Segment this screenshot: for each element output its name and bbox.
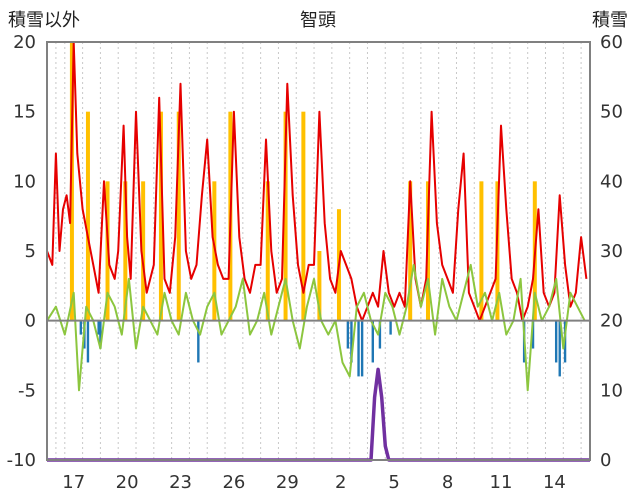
- sunshine-bar: [265, 181, 270, 321]
- right-axis-label: 積雪: [592, 10, 628, 31]
- left-tick-label: 0: [25, 311, 36, 332]
- precip-bar: [558, 320, 561, 377]
- sunshine-bar: [123, 181, 128, 321]
- precip-bar: [371, 320, 374, 363]
- precip-bar: [378, 320, 382, 349]
- precip-bar: [79, 320, 83, 335]
- x-tick-label: 26: [222, 472, 245, 493]
- right-tick-label: 50: [600, 102, 623, 123]
- right-tick-label: 40: [600, 171, 623, 192]
- max-temp-line: [46, 41, 588, 322]
- precip-bar: [99, 320, 102, 349]
- precip-bar: [360, 320, 364, 377]
- x-tick-label: 23: [169, 472, 192, 493]
- left-tick-label: 10: [13, 171, 36, 192]
- x-tick-label: 20: [116, 472, 139, 493]
- precip-bar: [350, 320, 353, 363]
- right-tick-label: 10: [600, 380, 623, 401]
- precip-bar: [389, 320, 392, 335]
- precip-bar: [86, 320, 90, 363]
- chart-title: 智頭: [300, 10, 336, 31]
- x-tick-label: 29: [276, 472, 299, 493]
- x-tick-label: 14: [543, 472, 566, 493]
- sunshine-bar: [479, 181, 484, 321]
- precip-bar: [554, 320, 558, 363]
- sunshine-bar: [301, 111, 306, 321]
- left-tick-label: -5: [18, 380, 36, 401]
- precip-bar: [346, 320, 350, 349]
- x-tick-label: 8: [442, 472, 453, 493]
- plot-frame: [46, 41, 591, 461]
- sunshine-bar: [158, 111, 163, 321]
- x-tick-label: 2: [335, 472, 346, 493]
- sunshine-bar: [408, 181, 413, 321]
- precip-bar: [197, 320, 200, 363]
- right-tick-label: 30: [600, 241, 623, 262]
- ticks: -10 -5 0 5 10 15 20 0 10 20 30 40 50 60 17 20 23 26 29 2 5 8 1…: [7, 32, 623, 493]
- snow-depth-line: [47, 367, 590, 462]
- x-tick-label: 11: [490, 472, 513, 493]
- sunshine-bar: [283, 111, 288, 321]
- min-temp-line: [46, 263, 586, 392]
- left-axis-label: 積雪以外: [8, 10, 80, 31]
- sunshine-bar: [317, 251, 322, 321]
- sunshine-bar: [141, 181, 146, 321]
- x-tick-label: 17: [62, 472, 85, 493]
- left-tick-label: -10: [7, 450, 36, 471]
- sunshine-bar: [176, 111, 181, 321]
- left-tick-label: 5: [25, 241, 36, 262]
- right-tick-label: 60: [600, 32, 623, 53]
- precip-bar: [531, 320, 535, 349]
- sunshine-bar: [85, 111, 90, 321]
- left-tick-label: 15: [13, 102, 36, 123]
- precip-bar: [357, 320, 360, 377]
- precip-bar: [97, 320, 100, 335]
- right-tick-label: 20: [600, 311, 623, 332]
- x-tick-label: 5: [388, 472, 399, 493]
- axes: [46, 41, 591, 461]
- left-tick-label: 20: [13, 32, 36, 53]
- right-tick-label: 0: [600, 450, 611, 471]
